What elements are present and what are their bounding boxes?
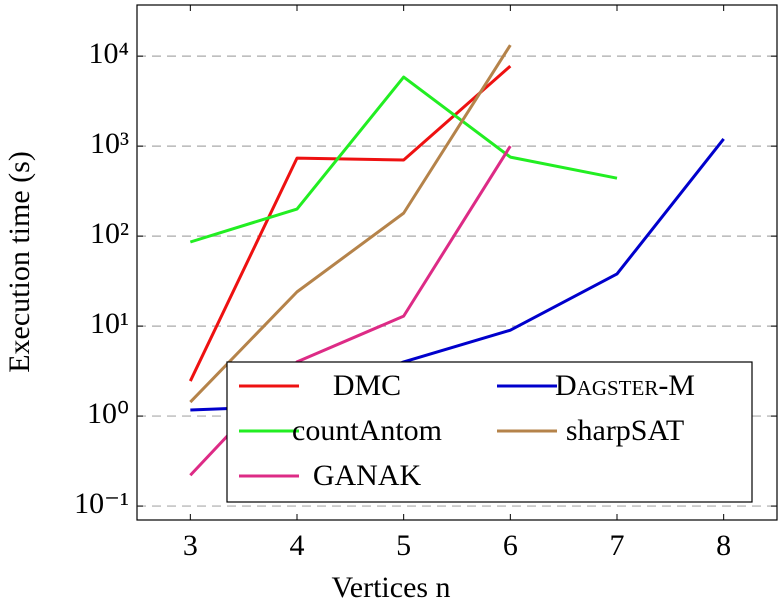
x-tick-label: 5: [396, 529, 411, 562]
legend: DMC countAntom GANAK Dagster-M sharpSAT: [226, 361, 753, 503]
y-axis-label: Execution time (s): [3, 151, 36, 373]
y-tick-label: 10⁻¹: [74, 487, 129, 520]
legend-label: DMC: [333, 369, 401, 402]
y-tick-label: 10¹: [90, 307, 129, 340]
x-tick-label: 4: [290, 529, 305, 562]
x-axis-label: Vertices n: [331, 571, 450, 604]
legend-label: sharpSAT: [566, 414, 684, 447]
legend-label: Dagster-M: [555, 369, 695, 402]
x-tick-label: 8: [716, 529, 731, 562]
legend-label: countAntom: [292, 414, 442, 447]
y-tick-label: 10²: [90, 217, 129, 250]
plot-frame: [136, 4, 778, 521]
x-tick-label: 3: [183, 529, 198, 562]
data-line: [189, 75, 618, 244]
legend-box: [226, 361, 753, 503]
y-tick-label: 10⁰: [87, 397, 129, 430]
data-line: [188, 64, 512, 382]
y-tick-label: 10³: [90, 127, 129, 160]
x-tick-label: 7: [610, 529, 625, 562]
data-line: [189, 44, 512, 404]
x-tick-label: 6: [503, 529, 518, 562]
y-tick-label: 10⁴: [89, 37, 129, 70]
legend-label: GANAK: [313, 459, 422, 492]
